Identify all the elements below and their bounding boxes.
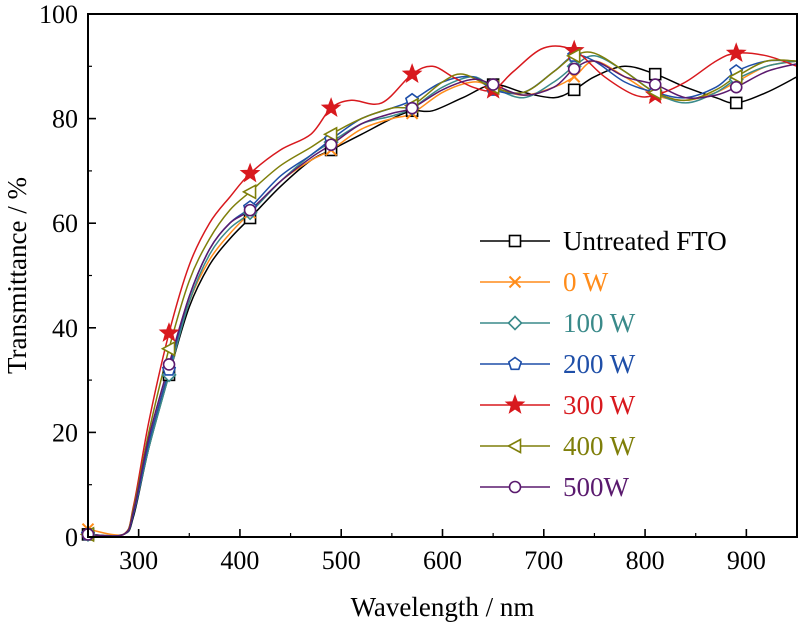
data-point bbox=[567, 62, 581, 76]
data-point bbox=[158, 322, 180, 342]
data-point bbox=[160, 340, 176, 357]
legend-marker bbox=[508, 480, 522, 494]
x-tick-label: 300 bbox=[119, 546, 158, 575]
y-tick-label: 80 bbox=[52, 105, 78, 134]
marker-layer bbox=[79, 39, 747, 543]
legend-marker bbox=[504, 394, 526, 414]
series-line-500w bbox=[88, 60, 797, 537]
legend-label: 500W bbox=[563, 472, 630, 502]
data-point bbox=[567, 83, 581, 97]
data-point bbox=[648, 78, 662, 91]
legend-marker bbox=[506, 438, 522, 454]
legend-label: 400 W bbox=[563, 431, 636, 461]
x-axis-title: Wavelength / nm bbox=[351, 592, 535, 622]
x-tick-label: 500 bbox=[322, 546, 361, 575]
legend-marker bbox=[508, 275, 522, 289]
data-point bbox=[320, 97, 342, 117]
data-point bbox=[486, 78, 500, 91]
legend-label: 200 W bbox=[563, 349, 636, 379]
x-tick-label: 400 bbox=[220, 546, 259, 575]
data-point bbox=[241, 183, 257, 200]
series-line-untreated-fto bbox=[88, 65, 797, 537]
y-tick-label: 60 bbox=[52, 209, 78, 238]
y-axis-title: Transmittance / % bbox=[2, 177, 32, 374]
legend-label: Untreated FTO bbox=[563, 226, 727, 256]
series-line-300-w bbox=[88, 45, 797, 537]
data-point bbox=[322, 126, 338, 143]
y-tick-label: 40 bbox=[52, 314, 78, 343]
y-tick-label: 0 bbox=[65, 523, 78, 552]
axis-layer: 300 400 500 600 700 800 900 0 20 40 60 80 100 bbox=[39, 0, 798, 575]
data-point bbox=[725, 42, 747, 63]
data-point bbox=[728, 68, 743, 85]
y-tick-label: 20 bbox=[52, 418, 78, 447]
x-tick-label: 800 bbox=[626, 546, 665, 575]
data-point bbox=[729, 96, 743, 110]
legend-label: 100 W bbox=[563, 308, 636, 338]
x-tick-label: 700 bbox=[524, 546, 563, 575]
legend-marker bbox=[507, 315, 523, 331]
series-line-0-w bbox=[88, 60, 797, 536]
y-tick-label: 100 bbox=[39, 0, 78, 29]
data-point bbox=[243, 203, 257, 217]
legend-marker bbox=[507, 356, 523, 371]
data-point bbox=[405, 101, 419, 115]
legend-label: 300 W bbox=[563, 390, 636, 420]
data-point bbox=[162, 358, 176, 371]
data-point bbox=[565, 47, 581, 64]
legend-marker bbox=[508, 234, 522, 248]
data-point bbox=[401, 63, 423, 83]
data-point bbox=[239, 162, 261, 183]
x-tick-label: 900 bbox=[727, 546, 766, 575]
data-point bbox=[324, 138, 338, 152]
data-point bbox=[729, 80, 743, 94]
x-tick-label: 600 bbox=[423, 546, 462, 575]
series-layer bbox=[88, 45, 797, 537]
legend-label: 0 W bbox=[563, 267, 609, 297]
data-point bbox=[648, 67, 662, 81]
legend: Untreated FTO 0 W 100 W 200 W 300 W 400 W 500W bbox=[480, 226, 727, 502]
